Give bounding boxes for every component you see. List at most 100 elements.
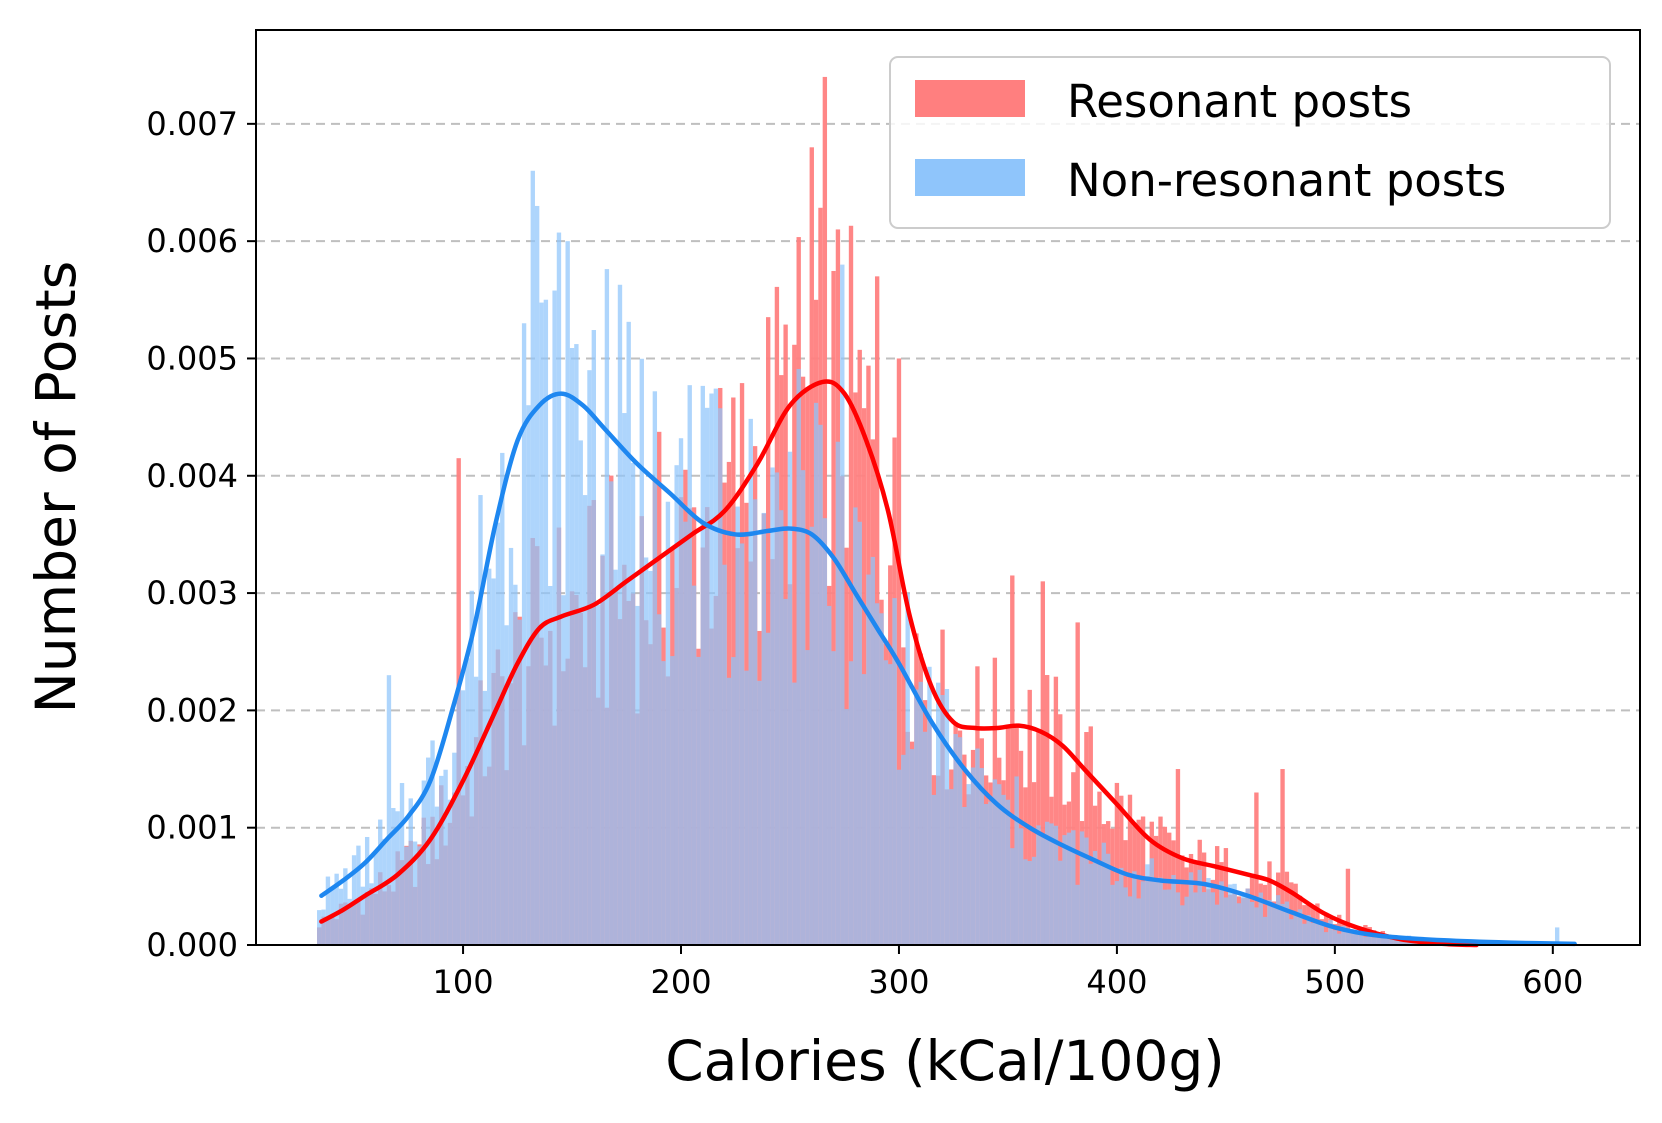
histogram-bar: [1023, 859, 1027, 945]
histogram-bar: [840, 265, 844, 945]
histogram-bar: [461, 690, 465, 945]
x-tick-label: 400: [1086, 963, 1147, 1001]
histogram-bar: [709, 394, 713, 945]
histogram-bar: [779, 510, 783, 945]
histogram-bar: [1001, 795, 1005, 945]
histogram-bar: [439, 776, 443, 945]
histogram-bar: [635, 606, 639, 945]
histogram-bar: [387, 675, 391, 945]
histogram-bar: [409, 798, 413, 945]
histogram-bar: [866, 575, 870, 945]
histogram-bar: [1337, 934, 1341, 945]
histogram-bar: [1058, 861, 1062, 945]
histogram-bar: [884, 660, 888, 945]
histogram-bar: [988, 802, 992, 945]
histogram-bar: [1224, 897, 1228, 945]
histogram-bar: [701, 386, 705, 945]
histogram-bar: [356, 846, 360, 945]
histogram-bar: [317, 910, 321, 945]
histogram-bar: [452, 753, 456, 945]
histogram-bar: [422, 781, 426, 945]
histogram-bar: [443, 770, 447, 945]
histogram-bar: [404, 847, 408, 945]
histogram-bar: [417, 846, 421, 945]
histogram-bar: [1202, 892, 1206, 945]
histogram-bar: [1128, 896, 1132, 945]
histogram-bar: [932, 795, 936, 945]
histogram-bar: [967, 784, 971, 945]
histogram-bar: [945, 689, 949, 945]
histogram-bar: [879, 613, 883, 945]
histogram-bar: [653, 391, 657, 945]
histogram-bar: [818, 425, 822, 945]
histogram-bar: [910, 749, 914, 945]
histogram-bar: [984, 804, 988, 945]
histogram-bar: [1167, 890, 1171, 945]
histogram-bar: [596, 605, 600, 945]
histogram-bar: [548, 586, 552, 945]
histogram-bar: [901, 755, 905, 945]
histogram-bar: [875, 603, 879, 945]
histogram-bar: [1228, 884, 1232, 945]
histogram-bar: [457, 689, 461, 945]
histogram-bar: [592, 330, 596, 945]
y-tick-label: 0.002: [146, 691, 238, 729]
histogram-bar: [674, 465, 678, 945]
histogram-bar: [1019, 828, 1023, 945]
histogram-bar: [587, 370, 591, 945]
histogram-bar: [1272, 906, 1276, 945]
histogram-bar: [844, 709, 848, 945]
histogram-bar: [1014, 776, 1018, 945]
histogram-bar: [692, 586, 696, 945]
histogram-bar: [670, 656, 674, 945]
histogram-bar: [1041, 834, 1045, 945]
histogram-bar: [339, 889, 343, 945]
histogram-bar: [858, 522, 862, 945]
histogram-bar: [749, 419, 753, 945]
histogram-bar: [1163, 890, 1167, 945]
histogram-bar: [518, 620, 522, 945]
histogram-bar: [783, 599, 787, 945]
histogram-bar: [1219, 881, 1223, 945]
histogram-bar: [561, 595, 565, 945]
histogram-bar: [478, 495, 482, 945]
histogram-bar: [949, 789, 953, 945]
histogram-bar: [801, 470, 805, 945]
histogram-bar: [613, 570, 617, 945]
y-axis-title: Number of Posts: [24, 261, 88, 714]
histogram-bar: [735, 507, 739, 945]
histogram-bar: [971, 767, 975, 945]
histogram-bar: [622, 413, 626, 945]
histogram-bar: [448, 800, 452, 945]
histogram-bar: [1028, 861, 1032, 945]
histogram-bar: [1080, 831, 1084, 945]
histogram-bar: [526, 405, 530, 945]
x-tick-label: 600: [1522, 963, 1583, 1001]
histogram-bar: [683, 522, 687, 945]
x-tick-label: 300: [868, 963, 929, 1001]
histogram-bar: [640, 359, 644, 945]
legend-label-resonant: Resonant posts: [1067, 75, 1412, 128]
histogram-bar: [1372, 937, 1376, 945]
histogram-bar: [792, 683, 796, 945]
x-axis-title: Calories (kCal/100g): [665, 1029, 1224, 1093]
histogram-bar: [1254, 907, 1258, 945]
legend-swatch-non-resonant: [915, 159, 1025, 196]
y-tick-label: 0.007: [146, 105, 238, 143]
histogram-bar: [1150, 858, 1154, 945]
histogram-bar: [936, 683, 940, 945]
histogram-bar: [1115, 881, 1119, 945]
histogram-bar: [509, 548, 513, 945]
histogram-bar: [1237, 903, 1241, 945]
histogram-bar: [1032, 857, 1036, 945]
histogram-bar: [618, 285, 622, 945]
histogram-bar: [661, 661, 665, 945]
histogram-bar: [1250, 902, 1254, 945]
histogram-bar: [762, 513, 766, 945]
histogram-bar: [378, 820, 382, 945]
histogram-bar: [565, 241, 569, 945]
histogram-bar: [1123, 887, 1127, 945]
histogram-bar: [465, 658, 469, 945]
